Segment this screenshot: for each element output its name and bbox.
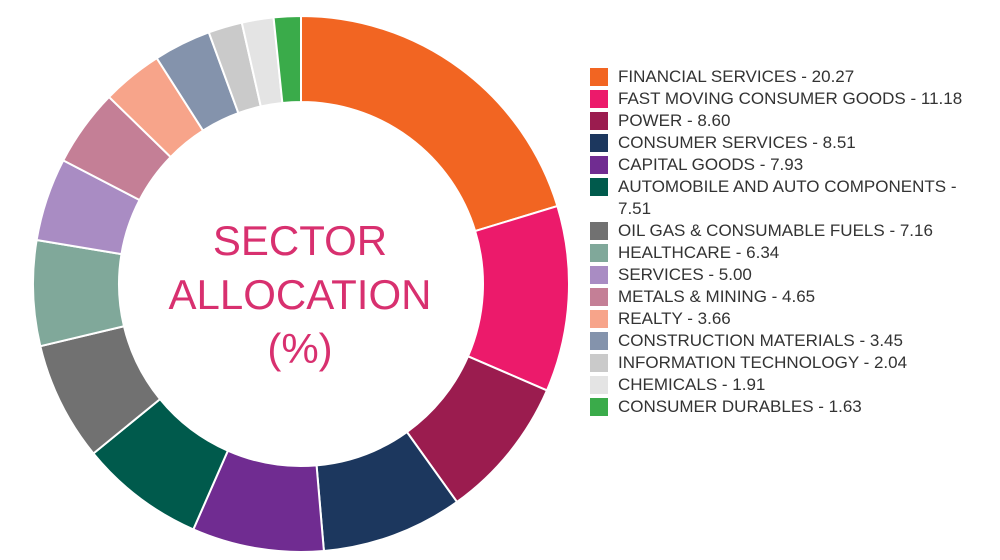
legend-label: AUTOMOBILE AND AUTO COMPONENTS - 7.51 — [618, 177, 957, 218]
legend-swatch — [590, 222, 608, 240]
legend-item: FAST MOVING CONSUMER GOODS - 11.18 — [588, 88, 988, 110]
legend-label: FINANCIAL SERVICES - 20.27 — [618, 67, 855, 86]
legend-swatch — [590, 398, 608, 416]
chart-title: SECTOR ALLOCATION (%) — [168, 217, 432, 372]
legend-label: SERVICES - 5.00 — [618, 265, 752, 284]
legend-swatch — [590, 112, 608, 130]
legend-swatch — [590, 134, 608, 152]
legend-label: CONSUMER SERVICES - 8.51 — [618, 133, 856, 152]
legend-swatch — [590, 156, 608, 174]
legend-item: FINANCIAL SERVICES - 20.27 — [588, 66, 988, 88]
legend-label: INFORMATION TECHNOLOGY - 2.04 — [618, 353, 908, 372]
slice — [32, 238, 126, 348]
legend-swatch — [590, 178, 608, 196]
legend-item: REALTY - 3.66 — [588, 308, 988, 330]
legend-label: HEALTHCARE - 6.34 — [618, 243, 780, 262]
legend-item: HEALTHCARE - 6.34 — [588, 242, 988, 264]
legend-label: CAPITAL GOODS - 7.93 — [618, 155, 804, 174]
legend-item: OIL GAS & CONSUMABLE FUELS - 7.16 — [588, 220, 988, 242]
legend-swatch — [590, 288, 608, 306]
legend-item: SERVICES - 5.00 — [588, 264, 988, 286]
legend-label: METALS & MINING - 4.65 — [618, 287, 816, 306]
legend-swatch — [590, 354, 608, 372]
legend-item: CHEMICALS - 1.91 — [588, 374, 988, 396]
legend-item: INFORMATION TECHNOLOGY - 2.04 — [588, 352, 988, 374]
legend-swatch — [590, 90, 608, 108]
legend-item: AUTOMOBILE AND AUTO COMPONENTS - 7.51 — [588, 176, 988, 220]
legend-label: FAST MOVING CONSUMER GOODS - 11.18 — [618, 89, 963, 108]
legend-item: CONSUMER SERVICES - 8.51 — [588, 132, 988, 154]
legend-label: REALTY - 3.66 — [618, 309, 731, 328]
legend-item: CONSUMER DURABLES - 1.63 — [588, 396, 988, 418]
legend-item: POWER - 8.60 — [588, 110, 988, 132]
legend-label: CHEMICALS - 1.91 — [618, 375, 766, 394]
slice — [272, 14, 302, 105]
slice — [300, 14, 559, 233]
legend-label: CONSUMER DURABLES - 1.63 — [618, 397, 862, 416]
legend-swatch — [590, 68, 608, 86]
legend-item: METALS & MINING - 4.65 — [588, 286, 988, 308]
legend-swatch — [590, 332, 608, 350]
legend: FINANCIAL SERVICES - 20.27 FAST MOVING CO… — [588, 66, 988, 418]
legend-swatch — [590, 376, 608, 394]
legend-item: CAPITAL GOODS - 7.93 — [588, 154, 988, 176]
legend-swatch — [590, 244, 608, 262]
legend-swatch — [590, 266, 608, 284]
chart — [32, 14, 570, 553]
legend-label: POWER - 8.60 — [618, 111, 731, 130]
legend-label: CONSTRUCTION MATERIALS - 3.45 — [618, 331, 903, 350]
legend-swatch — [590, 310, 608, 328]
legend-item: CONSTRUCTION MATERIALS - 3.45 — [588, 330, 988, 352]
legend-label: OIL GAS & CONSUMABLE FUELS - 7.16 — [618, 221, 933, 240]
